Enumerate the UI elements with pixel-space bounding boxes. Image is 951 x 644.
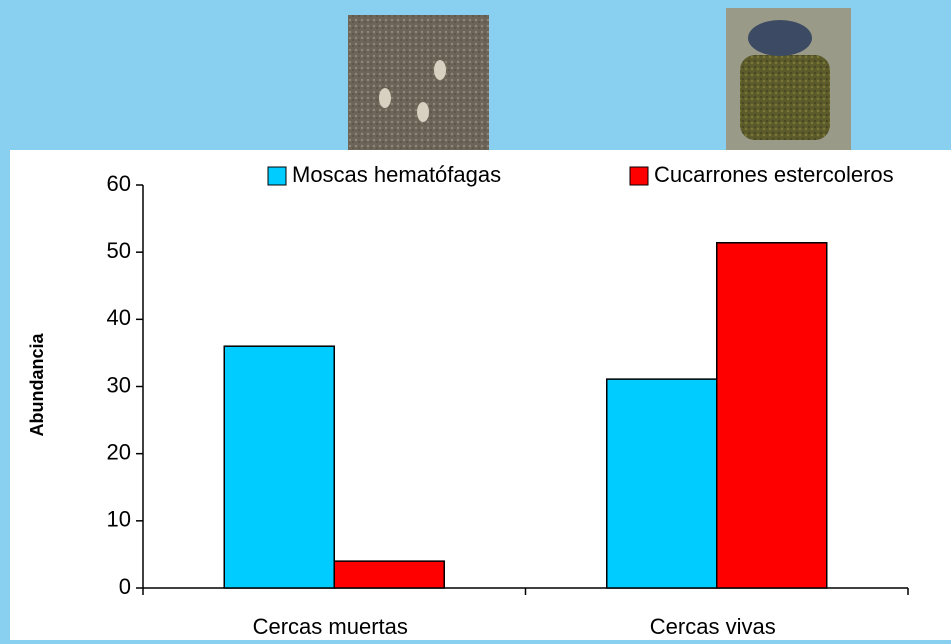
bar <box>716 242 828 589</box>
x-tick-label: Cercas muertas <box>253 614 408 639</box>
photo-fly <box>417 102 429 122</box>
bar <box>223 345 335 589</box>
y-tick-label: 60 <box>107 171 131 196</box>
legend-label: Moscas hematófagas <box>292 162 501 187</box>
y-tick-label: 20 <box>107 439 131 464</box>
y-axis-label: Abundancia <box>27 333 47 437</box>
x-tick-label: Cercas vivas <box>650 614 776 639</box>
photo-beetle-body <box>748 20 812 56</box>
legend-label: Cucarrones estercoleros <box>654 162 894 187</box>
photo-dung-ball <box>740 55 830 140</box>
y-tick-label: 10 <box>107 507 131 532</box>
y-tick-label: 40 <box>107 305 131 330</box>
bar <box>333 560 445 589</box>
bar <box>606 378 718 589</box>
legend-swatch <box>629 166 649 186</box>
y-tick-label: 30 <box>107 372 131 397</box>
photo-fly <box>379 88 391 108</box>
y-tick-label: 0 <box>119 574 131 599</box>
legend-swatch <box>267 166 287 186</box>
photo-flies <box>348 15 489 151</box>
photo-fly <box>434 60 446 80</box>
y-tick-label: 50 <box>107 238 131 263</box>
